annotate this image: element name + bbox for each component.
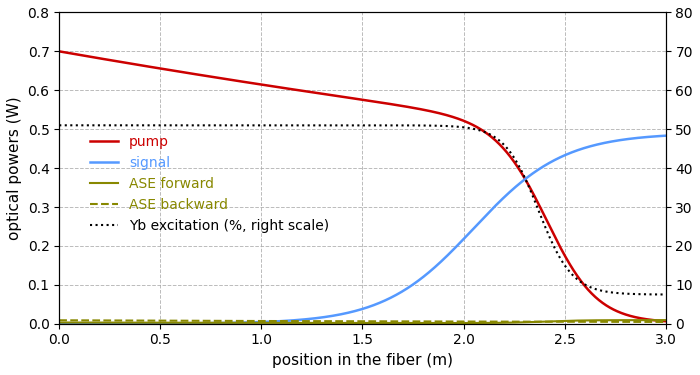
ASE backward xyxy=(55,318,64,322)
ASE backward xyxy=(472,320,480,324)
Line: ASE backward: ASE backward xyxy=(60,320,666,322)
pump xyxy=(55,49,64,54)
Yb excitation (%, right scale) xyxy=(472,127,480,132)
Yb excitation (%, right scale) xyxy=(55,123,64,128)
Yb excitation (%, right scale) xyxy=(117,123,125,128)
ASE backward xyxy=(117,318,125,323)
ASE backward xyxy=(539,320,547,324)
Line: ASE forward: ASE forward xyxy=(60,320,666,323)
Line: Yb excitation (%, right scale): Yb excitation (%, right scale) xyxy=(60,125,666,294)
signal xyxy=(662,134,670,138)
ASE forward xyxy=(322,321,330,325)
pump xyxy=(322,92,330,97)
Line: signal: signal xyxy=(60,136,666,324)
ASE forward xyxy=(540,320,548,324)
pump xyxy=(300,89,309,93)
pump xyxy=(539,211,547,215)
signal xyxy=(472,224,480,228)
ASE forward xyxy=(300,321,309,325)
ASE backward xyxy=(662,320,670,324)
pump xyxy=(117,60,125,64)
signal xyxy=(85,321,94,326)
Legend: pump, signal, ASE forward, ASE backward, Yb excitation (%, right scale): pump, signal, ASE forward, ASE backward,… xyxy=(85,129,335,238)
pump xyxy=(472,124,480,129)
Yb excitation (%, right scale) xyxy=(322,123,330,128)
Line: pump: pump xyxy=(60,51,666,321)
ASE backward xyxy=(528,320,536,324)
Y-axis label: optical powers (W): optical powers (W) xyxy=(7,96,22,240)
pump xyxy=(662,319,670,324)
signal xyxy=(540,164,548,168)
signal xyxy=(55,321,64,326)
Yb excitation (%, right scale) xyxy=(300,123,309,128)
Yb excitation (%, right scale) xyxy=(662,292,670,297)
ASE forward xyxy=(654,318,663,322)
signal xyxy=(301,317,309,322)
ASE forward xyxy=(55,320,64,325)
signal xyxy=(528,171,537,176)
signal xyxy=(118,321,126,326)
ASE backward xyxy=(322,319,330,324)
X-axis label: position in the fiber (m): position in the fiber (m) xyxy=(272,353,453,368)
pump xyxy=(528,189,536,194)
ASE forward xyxy=(117,320,125,325)
ASE forward xyxy=(472,321,480,325)
signal xyxy=(323,315,331,319)
ASE forward xyxy=(528,320,537,324)
Yb excitation (%, right scale) xyxy=(528,192,536,197)
Yb excitation (%, right scale) xyxy=(539,219,547,224)
ASE forward xyxy=(436,321,445,325)
ASE forward xyxy=(662,318,670,322)
ASE backward xyxy=(300,319,309,323)
